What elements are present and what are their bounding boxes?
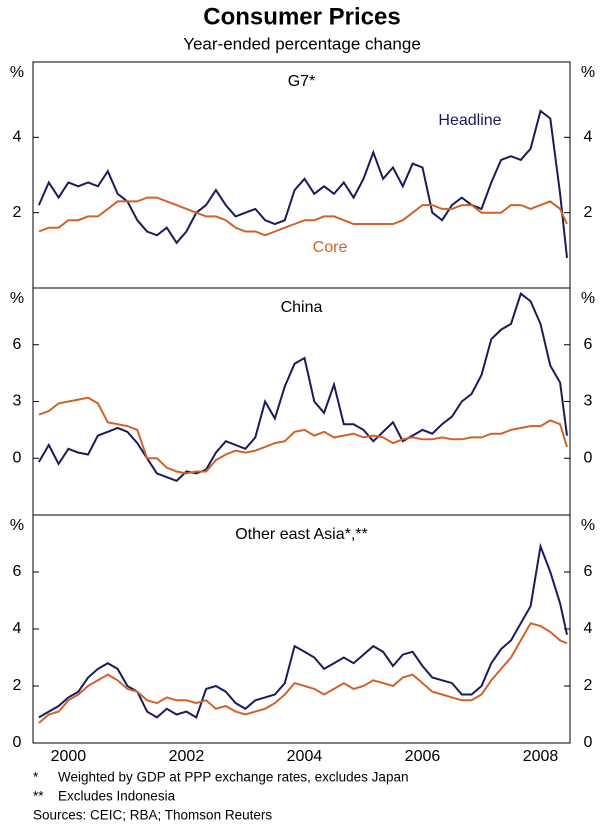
panel-frame	[32, 61, 571, 289]
series-line	[38, 622, 568, 724]
y2-unit: %	[581, 64, 595, 81]
x-tick-label: 2006	[405, 748, 441, 765]
y-tick-label: 0	[13, 449, 22, 466]
chart-title: Consumer Prices	[203, 3, 400, 30]
y2-tick-label: 0	[584, 734, 593, 751]
panel-frame	[32, 287, 571, 516]
y-unit: %	[10, 64, 24, 81]
series-line	[38, 542, 568, 719]
y-tick-label: 4	[13, 129, 22, 146]
y2-tick-label: 6	[584, 336, 593, 353]
y2-unit: %	[581, 517, 595, 534]
y-unit: %	[10, 290, 24, 307]
y2-unit: %	[581, 290, 595, 307]
y-tick-label: 6	[13, 563, 22, 580]
panel-title: Other east Asia*,**	[235, 526, 368, 543]
y-tick-label: 3	[13, 393, 22, 410]
y2-tick-label: 4	[584, 620, 593, 637]
note-marker: **	[33, 789, 44, 804]
series-line	[38, 292, 568, 483]
x-tick-label: 2000	[51, 748, 87, 765]
y-tick-label: 0	[13, 734, 22, 751]
y2-tick-label: 0	[584, 449, 593, 466]
y-tick-label: 4	[13, 620, 22, 637]
y2-tick-label: 6	[584, 563, 593, 580]
note-text: Weighted by GDP at PPP exchange rates, e…	[58, 770, 408, 785]
y2-tick-label: 3	[584, 393, 593, 410]
y2-tick-label: 2	[584, 677, 593, 694]
series-label: Headline	[438, 112, 501, 129]
y-tick-label: 2	[13, 677, 22, 694]
series-label: Core	[313, 239, 348, 256]
y2-tick-label: 2	[584, 204, 593, 221]
series-line	[38, 196, 568, 237]
y2-tick-label: 4	[584, 129, 593, 146]
chart-subtitle: Year-ended percentage change	[183, 34, 421, 53]
y-tick-label: 6	[13, 336, 22, 353]
panel-frame	[32, 514, 571, 744]
series-line	[37, 109, 568, 259]
sources: Sources: CEIC; RBA; Thomson Reuters	[33, 808, 272, 823]
panel-title: G7*	[288, 73, 316, 90]
note-marker: *	[33, 770, 39, 785]
note-text: Excludes Indonesia	[58, 789, 176, 804]
x-tick-label: 2008	[523, 748, 559, 765]
x-tick-label: 2004	[287, 748, 323, 765]
y-unit: %	[10, 517, 24, 534]
y-tick-label: 2	[13, 204, 22, 221]
series-line	[38, 396, 568, 475]
panel-title: China	[281, 299, 323, 316]
x-tick-label: 2002	[169, 748, 205, 765]
